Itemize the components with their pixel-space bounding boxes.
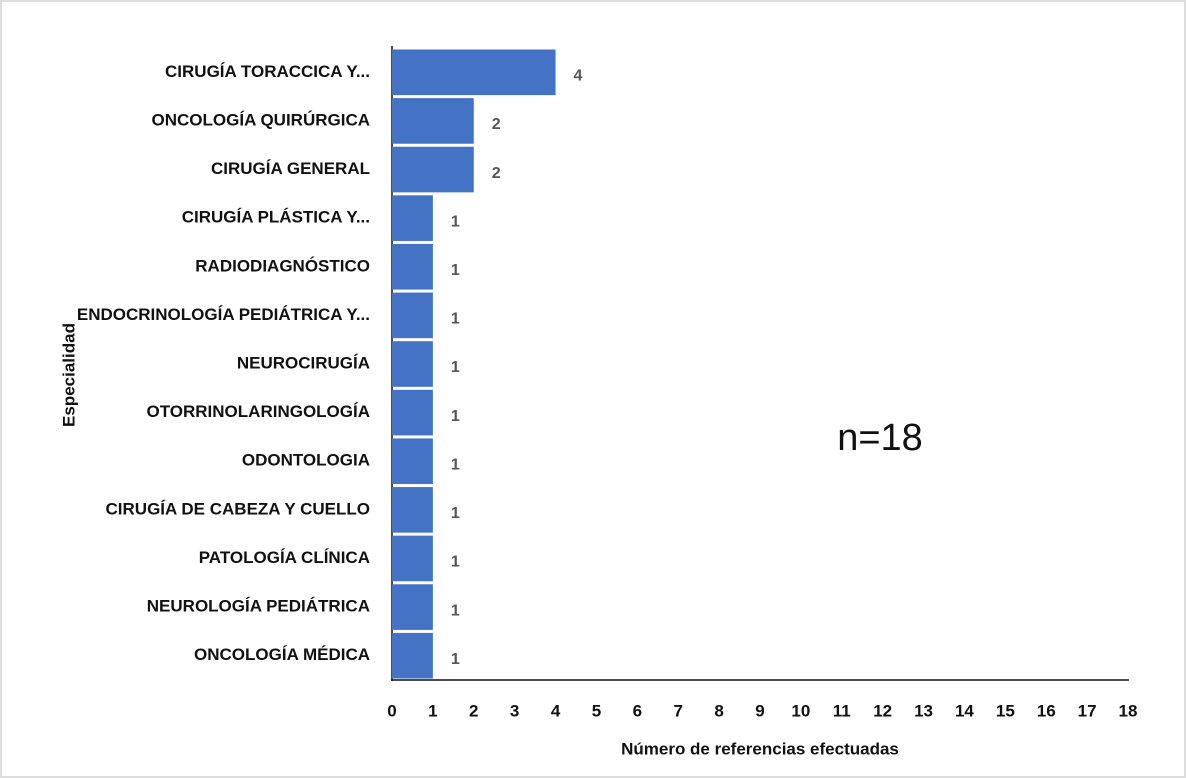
x-axis-label: Número de referencias efectuadas [621,739,899,758]
y-axis-label: Especialidad [59,323,78,427]
bar [392,535,433,582]
y-tick-label: PATOLOGÍA CLÍNICA [199,548,370,567]
value-label: 1 [451,262,460,279]
bar [392,146,474,193]
bar [392,243,433,290]
x-tick-label: 2 [469,701,478,720]
value-label: 1 [451,359,460,376]
x-tick-label: 8 [714,701,723,720]
y-tick-label: NEUROCIRUGÍA [237,353,370,372]
bar [392,632,433,679]
x-tick-label: 12 [873,701,892,720]
x-tick-label: 18 [1119,701,1138,720]
y-tick-label: ENDOCRINOLOGÍA PEDIÁTRICA Y... [77,305,370,324]
x-tick-label: 15 [996,701,1015,720]
y-tick-label: CIRUGÍA TORACCICA Y... [165,62,370,81]
value-label: 1 [451,213,460,230]
y-tick-label: NEUROLOGÍA PEDIÁTRICA [147,597,370,616]
y-tick-label: ONCOLOGÍA QUIRÚRGICA [152,110,370,129]
value-label: 1 [451,456,460,473]
x-tick-label: 9 [755,701,764,720]
value-label: 1 [451,602,460,619]
x-tick-label: 3 [510,701,519,720]
y-tick-label: OTORRINOLARINGOLOGÍA [146,402,370,421]
bar [392,49,556,96]
y-tick-label: CIRUGÍA PLÁSTICA Y... [182,208,370,227]
x-tick-label: 10 [791,701,810,720]
bar [392,98,474,144]
y-tick-label: CIRUGÍA GENERAL [211,159,370,178]
bar [392,292,433,339]
x-tick-label: 14 [955,701,974,720]
x-tick-label: 11 [833,701,851,720]
x-tick-label: 0 [387,701,396,720]
x-tick-label: 16 [1037,701,1056,720]
annotation: n=18 [837,417,923,459]
value-label: 2 [492,165,501,182]
y-tick-label: RADIODIAGNÓSTICO [195,256,370,275]
bar [392,389,433,436]
x-tick-label: 5 [592,701,601,720]
value-label: 1 [451,311,460,328]
value-label: 4 [574,68,583,85]
x-tick-label: 6 [633,701,642,720]
x-tick-label: 4 [551,701,561,720]
x-tick-label: 17 [1078,701,1097,720]
y-tick-label: ODONTOLOGIA [242,451,370,470]
x-tick-label: 1 [428,701,437,720]
x-tick-label: 7 [673,701,682,720]
y-tick-label: CIRUGÍA DE CABEZA Y CUELLO [106,499,370,518]
value-label: 1 [451,505,460,522]
value-label: 1 [451,554,460,571]
bar [392,438,433,485]
bar [392,195,433,241]
y-tick-label: ONCOLOGÍA MÉDICA [194,645,370,664]
bar [392,584,433,630]
value-label: 1 [451,408,460,425]
x-tick-label: 13 [914,701,933,720]
value-label: 1 [451,651,460,668]
value-label: 2 [492,116,501,133]
bar [392,341,433,387]
bar [392,487,433,533]
